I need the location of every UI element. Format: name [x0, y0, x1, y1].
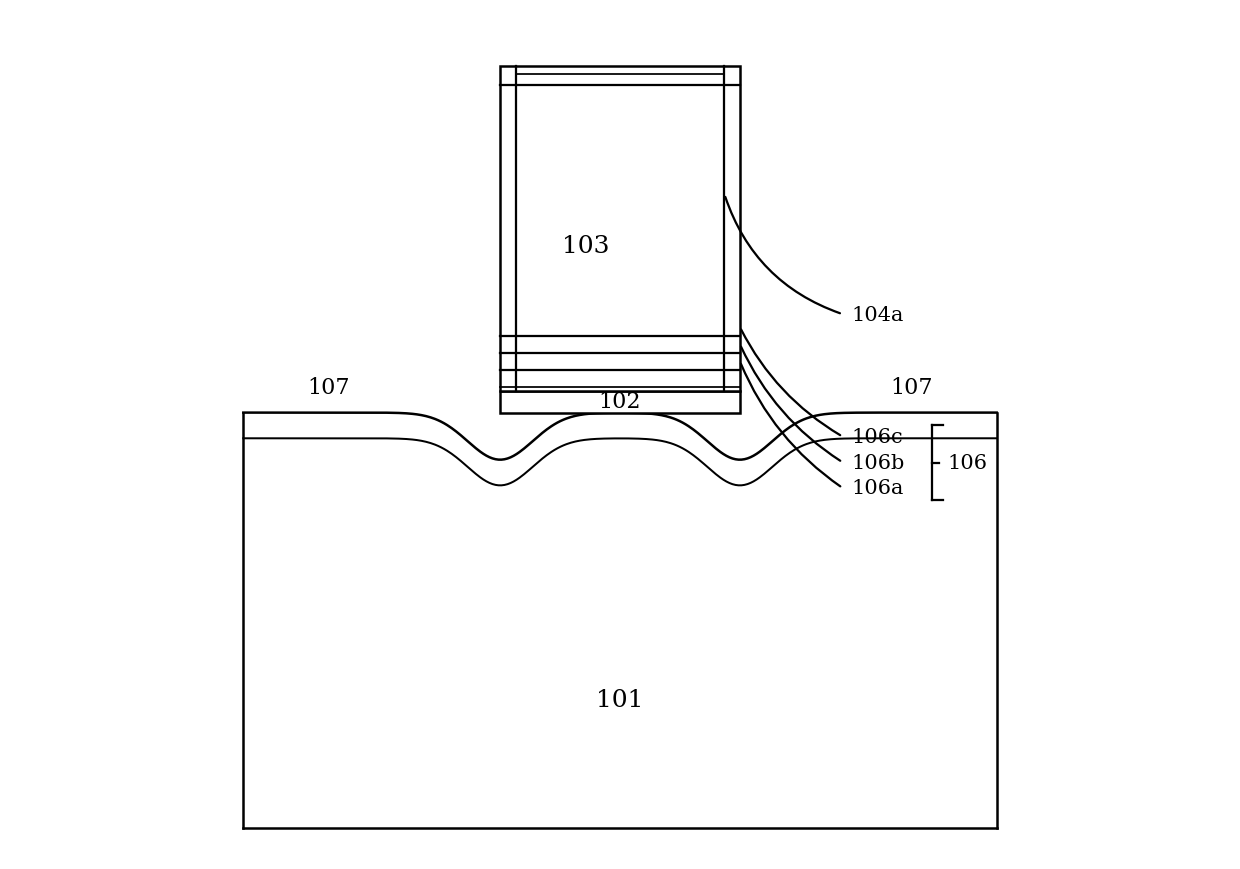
Bar [500, 392, 740, 413]
Text: 106a: 106a [851, 479, 904, 498]
Text: 103: 103 [562, 235, 610, 258]
Text: 102: 102 [599, 391, 641, 413]
Text: 107: 107 [890, 376, 932, 399]
Bar [500, 67, 740, 392]
Text: 106b: 106b [851, 454, 904, 472]
Text: 104a: 104a [851, 305, 904, 324]
Text: 101: 101 [596, 688, 644, 711]
Text: 106c: 106c [851, 428, 903, 447]
Text: 107: 107 [308, 376, 350, 399]
Text: 106: 106 [947, 454, 987, 472]
Polygon shape [243, 413, 997, 828]
